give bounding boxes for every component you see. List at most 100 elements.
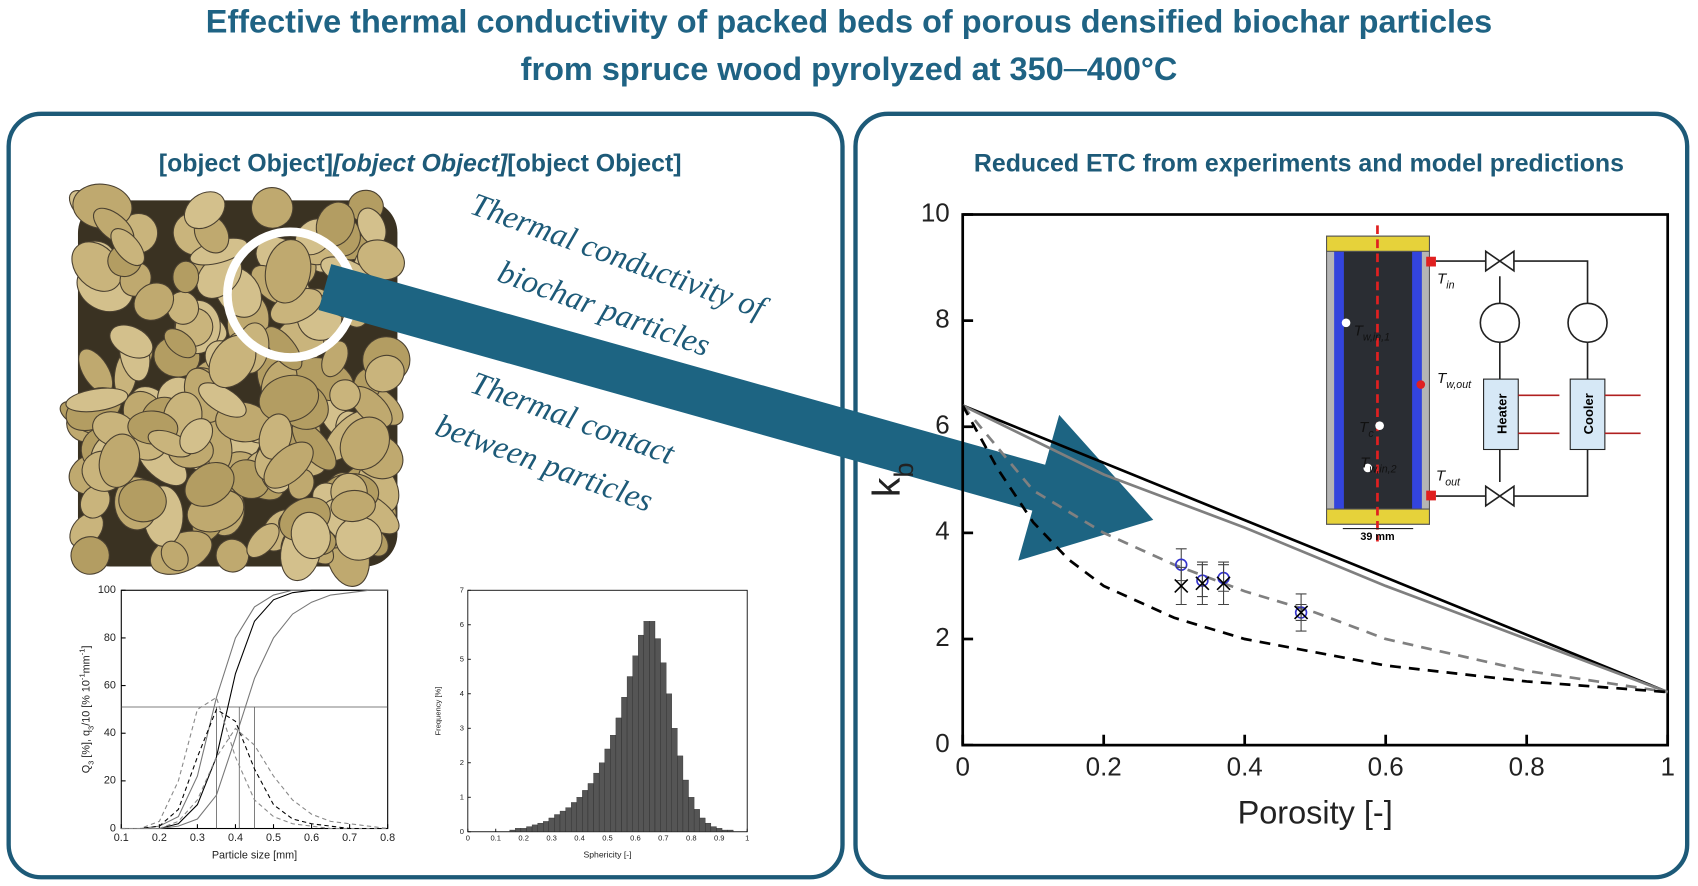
title-part: [object Object]	[507, 149, 681, 177]
particle	[65, 387, 129, 413]
series-line	[961, 404, 1668, 694]
histogram-bar	[710, 826, 717, 832]
x-tick-label: 0.8	[686, 834, 697, 843]
particle	[258, 413, 293, 460]
x-axis-label: Porosity [-]	[1238, 794, 1393, 830]
pump	[1567, 302, 1608, 344]
y-tick-label: 0	[460, 827, 464, 836]
y-tick-label: 0	[935, 728, 949, 758]
y-tick-label: 2	[935, 622, 949, 652]
heater-label: Heater	[1495, 394, 1510, 434]
sensor-label: Tin	[1437, 270, 1455, 291]
title-part: [object Object]	[332, 149, 508, 177]
text-part: c	[1368, 428, 1374, 440]
particle	[264, 239, 312, 304]
arrow	[318, 264, 1154, 561]
text-part: in	[1446, 279, 1454, 291]
histogram-bar	[682, 779, 689, 832]
chart: 0 0.1 0.2 0.3 0.4 0.5 0.6 0.7 0.8 0.9 1 0 1 2 3 4 5 6 7 Sph…	[434, 585, 750, 860]
particle	[198, 382, 247, 418]
sensor	[1416, 380, 1426, 389]
text-part: T	[1437, 370, 1448, 387]
left-panel	[6, 111, 845, 880]
text-part: Sphericity [-]	[583, 850, 631, 860]
cooler-box	[1569, 378, 1606, 451]
x-tick-label: 0.2	[152, 832, 167, 844]
particle	[179, 418, 214, 455]
data-point	[1174, 578, 1189, 594]
particle	[110, 228, 145, 267]
histogram-bar	[716, 828, 723, 832]
text-part: Q	[80, 765, 92, 773]
text-part: -1	[77, 649, 86, 656]
chart: 0.1 0.2 0.3 0.4 0.5 0.6 0.7 0.8 0 20 40 60 80 100 Part…	[77, 584, 395, 861]
text-part: out	[1445, 476, 1461, 488]
error-cap	[1196, 561, 1208, 606]
particle	[290, 511, 331, 560]
histogram-bar	[582, 790, 589, 832]
x-tick-label: 0	[466, 834, 470, 843]
title-part: [object Object]	[159, 149, 333, 177]
text-part: w,in,2	[1369, 463, 1396, 475]
series-line	[121, 589, 388, 830]
particle	[118, 479, 167, 523]
particle	[250, 187, 294, 229]
x-tick-label: 0.6	[630, 834, 641, 843]
text-part: w,out	[1446, 379, 1472, 391]
x-tick-label: 0.1	[490, 834, 501, 843]
particle	[133, 282, 175, 321]
x-tick-label: 0.2	[518, 834, 529, 843]
x-tick-label: 0.3	[546, 834, 557, 843]
x-tick-label: 1	[745, 834, 749, 843]
y-tick-label: 2	[460, 758, 464, 767]
x-tick-label: 0.4	[228, 832, 243, 844]
text-part: Frequency [%]	[434, 687, 443, 736]
error-cap	[1218, 561, 1229, 606]
histogram-bar	[654, 638, 661, 832]
histogram-bar	[671, 728, 678, 832]
y-tick-label: 4	[460, 689, 464, 698]
sensor-label: Tw,in,1	[1354, 322, 1390, 343]
y-tick-label: 4	[935, 516, 949, 546]
text-part: T	[1354, 322, 1365, 339]
x-tick-label: 0.2	[1086, 751, 1122, 781]
y-tick-label: 6	[935, 410, 949, 440]
particle	[329, 379, 361, 411]
histogram-bar	[515, 828, 522, 832]
data-point	[1195, 576, 1210, 591]
y-tick-label: 10	[921, 197, 950, 227]
left-panel-title: [object Object][object Object][object Ob…	[159, 149, 682, 177]
coil-line	[1518, 394, 1641, 435]
histogram-bar	[638, 634, 644, 832]
x-tick-label: 1	[1660, 751, 1674, 781]
cooler-label: Cooler	[1581, 393, 1596, 434]
x-tick-label: 0.4	[1227, 751, 1263, 781]
error-cap	[1175, 566, 1187, 606]
text-part: ]	[80, 646, 92, 649]
particle	[172, 260, 200, 294]
heating-jacket	[1412, 251, 1422, 510]
piping	[1435, 260, 1589, 497]
sensor	[1341, 318, 1351, 328]
text-part: [%], q	[80, 730, 92, 761]
error-cap	[1295, 593, 1307, 632]
sensor-label: Tc	[1359, 419, 1374, 440]
y-tick-label: 60	[104, 679, 116, 691]
y-tick-label: 3	[460, 723, 464, 732]
x-tick-label: 0.4	[574, 834, 585, 843]
histogram-bar	[660, 662, 667, 832]
particle	[70, 536, 110, 575]
x-tick-label: 0.6	[1368, 751, 1404, 781]
particle	[263, 441, 314, 489]
histogram-bar	[571, 802, 577, 832]
particle	[258, 374, 320, 423]
sensor	[1426, 490, 1436, 501]
histogram-bar	[705, 822, 712, 832]
particle-bed-image	[59, 183, 411, 587]
series-line	[962, 404, 1669, 694]
histogram-bar	[548, 817, 555, 832]
chart: Reduced ETC from experiments and model p…	[866, 149, 1674, 830]
text-part: T	[1436, 468, 1447, 485]
histogram-bar	[615, 717, 622, 832]
sensor-label: Tw,out	[1437, 370, 1472, 391]
